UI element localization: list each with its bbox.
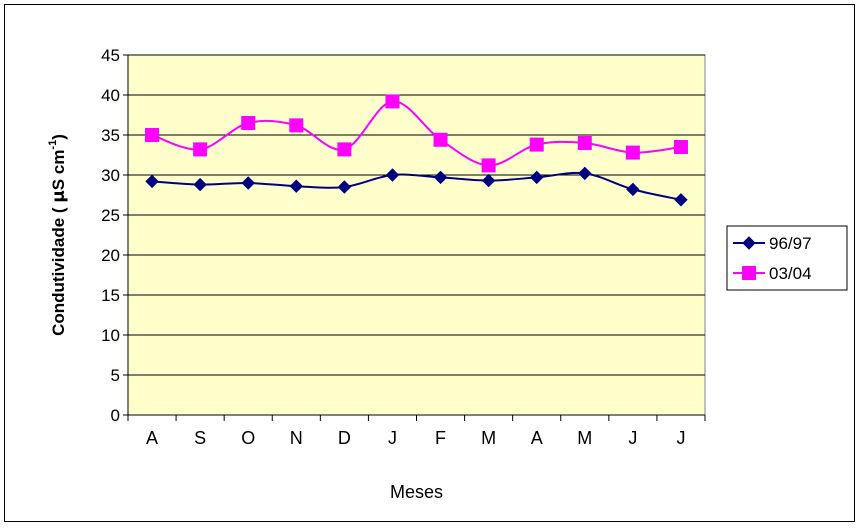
y-axis: 0 5 10 15 20 25 30 35 40 45 (101, 46, 129, 425)
x-tick-label: M (577, 428, 592, 448)
data-point (337, 142, 352, 157)
data-point (529, 137, 544, 152)
x-tick-label: M (481, 428, 496, 448)
y-axis-label-unit: S cm (49, 150, 68, 191)
data-point (625, 145, 640, 160)
legend-item-0: 96/97 (733, 234, 812, 253)
x-tick-label: N (290, 428, 303, 448)
legend-item-1: 03/04 (733, 264, 812, 283)
y-tick-label: 0 (111, 406, 120, 425)
y-tick-label: 30 (101, 166, 120, 185)
y-tick-label: 35 (101, 126, 120, 145)
plot-area (127, 54, 706, 416)
data-point (530, 170, 544, 185)
x-tick-label: J (676, 428, 685, 448)
data-point (193, 142, 208, 157)
y-tick-label: 25 (101, 206, 120, 225)
legend-marker (742, 266, 756, 280)
data-point (241, 176, 255, 190)
y-axis-label-mu: μ (49, 190, 69, 203)
x-tick-label: A (531, 428, 543, 448)
data-point (673, 140, 688, 154)
data-point (385, 94, 400, 109)
x-tick-label: J (388, 428, 397, 448)
data-point (145, 128, 160, 142)
series-0 (145, 166, 688, 207)
series-layer (145, 94, 688, 207)
y-tick-label: 5 (111, 366, 120, 385)
y-tick-label: 40 (101, 86, 120, 105)
x-tick-label: F (435, 428, 446, 448)
data-point (433, 170, 448, 185)
data-point (481, 173, 496, 188)
y-axis-label: Condutividade ( μS cm-1) (47, 134, 69, 336)
data-point (577, 136, 592, 150)
legend-marker (742, 236, 756, 250)
data-point (481, 158, 496, 173)
legend: 96/97 03/04 (726, 225, 848, 291)
series-1 (145, 94, 688, 173)
y-tick-label: 20 (101, 246, 120, 265)
y-axis-label-main: Condutividade ( (49, 203, 68, 336)
y-tick-label: 45 (101, 46, 120, 65)
x-axis-label: Meses (390, 482, 443, 502)
data-point (385, 168, 400, 182)
y-axis-label-close: ) (49, 134, 68, 140)
y-tick-label: 15 (101, 286, 120, 305)
x-tick-label: D (338, 428, 351, 448)
x-tick-label: A (146, 428, 158, 448)
data-point (337, 180, 352, 194)
x-tick-label: J (628, 428, 637, 448)
y-axis-label-exponent: -1 (47, 140, 59, 150)
x-tick-label: O (241, 428, 255, 448)
data-point (674, 193, 688, 207)
data-point (626, 182, 640, 197)
y-tick-label: 10 (101, 326, 120, 345)
legend-label: 03/04 (769, 264, 812, 283)
legend-label: 96/97 (769, 234, 812, 253)
data-point (193, 177, 207, 192)
data-point (289, 179, 303, 193)
data-point (433, 132, 448, 147)
data-point (289, 118, 304, 133)
data-point (145, 174, 159, 189)
data-point (241, 116, 256, 130)
data-point (578, 166, 592, 181)
x-tick-label: S (194, 428, 206, 448)
